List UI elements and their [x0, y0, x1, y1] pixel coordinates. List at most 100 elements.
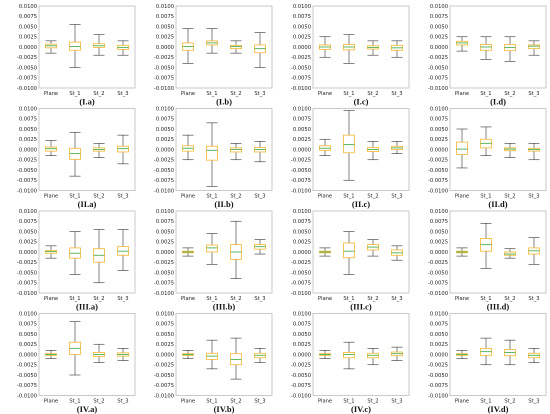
- panel: 0.0100 0.0075 0.0050 0.0025 0.0000 -0.0025 -0.…: [17, 106, 136, 209]
- box-plane: [182, 28, 194, 64]
- y-tick-label: -0.0025: [428, 55, 448, 61]
- y-tick-label: -0.0050: [428, 373, 448, 379]
- y-tick-label: 0.0100: [293, 106, 311, 112]
- y-tick-label: 0.0000: [156, 45, 174, 51]
- box-plane: [456, 247, 468, 257]
- y-tick-label: -0.0025: [154, 260, 174, 266]
- box-plane: [182, 247, 194, 257]
- panel: 0.0100 0.0075 0.0050 0.0025 0.0000 -0.0025 -0.…: [154, 311, 273, 414]
- y-tick-label: 0.0000: [19, 352, 37, 358]
- y-tick-label: -0.0050: [154, 373, 174, 379]
- x-tick-label: St_2: [93, 296, 104, 302]
- panel: 0.0100 0.0075 0.0050 0.0025 0.0000 -0.0025 -0.…: [154, 209, 273, 312]
- x-tick-label: St_2: [504, 296, 515, 302]
- y-tick-label: 0.0050: [293, 229, 311, 235]
- y-tick-label: 0.0075: [19, 322, 37, 328]
- y-tick-label: 0.0025: [293, 342, 311, 348]
- box-st_3: [528, 348, 540, 364]
- x-tick-label: Plane: [181, 91, 195, 97]
- box-st_2: [367, 141, 379, 161]
- box-plane: [319, 36, 331, 58]
- y-tick-label: 0.0025: [19, 137, 37, 143]
- y-tick-label: 0.0075: [430, 322, 448, 328]
- y-tick-label: 0.0050: [430, 229, 448, 235]
- y-tick-label: -0.0075: [17, 178, 37, 184]
- y-tick-label: -0.0050: [154, 270, 174, 276]
- y-tick-label: -0.0075: [291, 76, 311, 82]
- x-tick-label: St_3: [528, 296, 539, 302]
- y-tick-label: 0.0025: [430, 35, 448, 41]
- box-plane: [319, 138, 331, 156]
- y-tick-label: 0.0050: [156, 127, 174, 133]
- box-st_3: [528, 237, 540, 265]
- y-tick-label: 0.0025: [156, 35, 174, 41]
- panel: 0.0100 0.0075 0.0050 0.0025 0.0000 -0.0025 -0.…: [154, 4, 273, 107]
- y-tick-label: 0.0100: [156, 4, 174, 10]
- y-tick-label: 0.0075: [293, 219, 311, 225]
- x-tick-label: St_1: [343, 399, 354, 405]
- box-st_3: [391, 346, 403, 361]
- y-tick-label: 0.0025: [156, 137, 174, 143]
- y-tick-label: -0.0100: [17, 393, 37, 399]
- y-tick-label: 0.0000: [19, 147, 37, 153]
- y-tick-label: -0.0025: [291, 55, 311, 61]
- y-tick-label: -0.0100: [291, 188, 311, 194]
- y-tick-label: -0.0100: [154, 291, 174, 297]
- y-tick-label: 0.0025: [430, 240, 448, 246]
- x-tick-label: St_3: [117, 194, 128, 200]
- y-tick-label: 0.0000: [19, 45, 37, 51]
- x-tick-label: Plane: [181, 194, 195, 200]
- y-tick-label: 0.0025: [430, 342, 448, 348]
- y-tick-label: 0.0000: [156, 250, 174, 256]
- x-tick-label: Plane: [318, 296, 332, 302]
- y-tick-label: 0.0100: [430, 209, 448, 215]
- box-st_2: [504, 248, 516, 259]
- box-st_3: [528, 40, 540, 56]
- box-st_1: [343, 231, 355, 275]
- y-tick-label: -0.0050: [17, 373, 37, 379]
- y-tick-label: -0.0075: [291, 383, 311, 389]
- panel: 0.0100 0.0075 0.0050 0.0025 0.0000 -0.0025 -0.…: [428, 311, 547, 414]
- y-tick-label: 0.0075: [19, 117, 37, 123]
- box-st_1: [206, 122, 218, 187]
- y-tick-label: 0.0025: [19, 342, 37, 348]
- y-tick-label: 0.0100: [19, 311, 37, 317]
- x-tick-label: Plane: [455, 399, 469, 405]
- y-tick-label: -0.0050: [428, 270, 448, 276]
- y-tick-label: -0.0075: [17, 383, 37, 389]
- x-tick-label: St_3: [528, 194, 539, 200]
- x-tick-label: St_2: [230, 91, 241, 97]
- x-tick-label: Plane: [44, 194, 58, 200]
- y-tick-label: 0.0075: [430, 117, 448, 123]
- panel: 0.0100 0.0075 0.0050 0.0025 0.0000 -0.0025 -0.…: [154, 106, 273, 209]
- y-tick-label: 0.0050: [156, 229, 174, 235]
- y-tick-label: -0.0100: [428, 188, 448, 194]
- x-tick-label: St_1: [206, 194, 217, 200]
- box-plane: [45, 350, 57, 359]
- x-tick-label: St_3: [528, 91, 539, 97]
- box-st_2: [504, 143, 516, 158]
- y-tick-label: 0.0100: [293, 4, 311, 10]
- x-tick-label: Plane: [181, 399, 195, 405]
- y-tick-label: -0.0025: [428, 158, 448, 164]
- panel: 0.0100 0.0075 0.0050 0.0025 0.0000 -0.0025 -0.…: [17, 4, 136, 107]
- y-tick-label: -0.0075: [428, 76, 448, 82]
- y-tick-label: -0.0100: [428, 393, 448, 399]
- iqr-box: [456, 141, 468, 155]
- y-tick-label: 0.0100: [430, 4, 448, 10]
- box-st_1: [206, 233, 218, 265]
- y-tick-label: -0.0025: [428, 260, 448, 266]
- y-tick-label: 0.0075: [430, 14, 448, 20]
- panel-title: (IV.d): [488, 404, 509, 414]
- x-tick-label: St_2: [367, 194, 378, 200]
- y-tick-label: 0.0050: [156, 24, 174, 30]
- panel: 0.0100 0.0075 0.0050 0.0025 0.0000 -0.0025 -0.…: [17, 311, 136, 414]
- box-st_2: [93, 229, 105, 284]
- x-tick-label: St_3: [254, 399, 265, 405]
- panel-title: (I.a): [79, 97, 95, 107]
- y-tick-label: -0.0025: [17, 158, 37, 164]
- box-plane: [182, 350, 194, 359]
- x-tick-label: Plane: [455, 91, 469, 97]
- y-tick-label: 0.0075: [293, 14, 311, 20]
- x-tick-label: St_2: [230, 399, 241, 405]
